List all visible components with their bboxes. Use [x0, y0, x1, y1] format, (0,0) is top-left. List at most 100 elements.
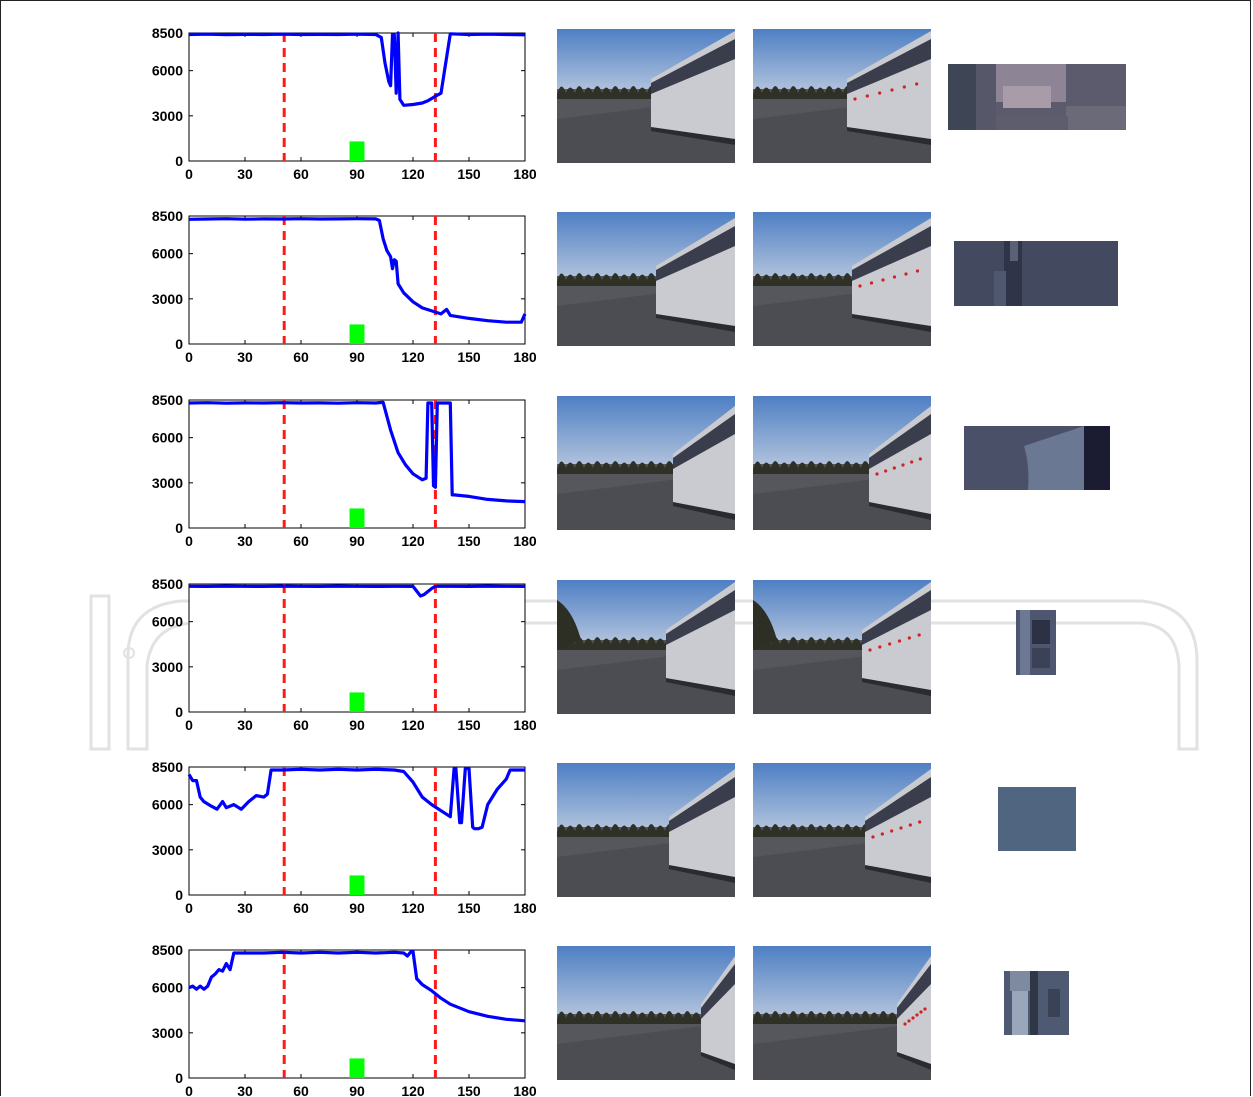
y-tick-label: 3000	[152, 475, 183, 491]
y-tick-label: 6000	[152, 980, 183, 996]
x-tick-label: 120	[401, 166, 425, 182]
line-plot-1: 0 30 60 90 120 150 180 0 3000 6000 8500	[152, 25, 537, 182]
y-tick-label: 3000	[152, 291, 183, 307]
x-tick-label: 90	[349, 717, 365, 733]
x-tick-label: 90	[349, 349, 365, 365]
x-tick-label: 60	[293, 166, 309, 182]
scene-photo-marked-4	[753, 580, 931, 714]
x-tick-label: 0	[185, 717, 193, 733]
scene-photo-marked-5	[753, 763, 931, 897]
x-tick-label: 30	[237, 166, 253, 182]
scene-photo-marked-6	[753, 946, 931, 1080]
x-tick-label: 120	[401, 717, 425, 733]
line-plot-5: 0 30 60 90 120 150 180 0 3000 6000 8500	[152, 759, 537, 916]
y-tick-label: 6000	[152, 614, 183, 630]
plot-frame	[188, 32, 526, 162]
segment-crop-4	[1016, 610, 1056, 675]
scene-photo-marked-2	[753, 212, 931, 346]
y-tick-label: 0	[175, 153, 183, 169]
y-tick-label: 8500	[152, 208, 183, 224]
line-plot-6: 0 30 60 90 120 150 180 0 3000 6000 8500	[152, 942, 537, 1096]
marker-bar	[349, 141, 365, 161]
x-tick-label: 120	[401, 349, 425, 365]
plot-frame	[188, 583, 526, 713]
x-tick-label: 90	[349, 1083, 365, 1096]
x-tick-label: 180	[513, 166, 537, 182]
x-tick-label: 120	[401, 533, 425, 549]
x-tick-label: 0	[185, 349, 193, 365]
scene-photo-2	[557, 212, 735, 346]
x-tick-label: 0	[185, 166, 193, 182]
x-tick-label: 60	[293, 717, 309, 733]
panel-row-6: 0 30 60 90 120 150 180 0 3000 6000 8500	[1, 938, 1250, 1096]
marker-bar	[349, 1058, 365, 1078]
x-tick-label: 30	[237, 900, 253, 916]
marker-bar	[349, 692, 365, 712]
x-tick-label: 150	[457, 900, 481, 916]
x-tick-label: 180	[513, 533, 537, 549]
segment-crop-6	[1004, 971, 1069, 1035]
y-tick-label: 0	[175, 704, 183, 720]
x-tick-label: 150	[457, 1083, 481, 1096]
plot-frame	[188, 215, 526, 345]
y-tick-label: 8500	[152, 25, 183, 41]
y-tick-label: 6000	[152, 246, 183, 262]
y-tick-label: 8500	[152, 392, 183, 408]
x-tick-label: 0	[185, 1083, 193, 1096]
x-tick-label: 60	[293, 533, 309, 549]
line-plot-4: 0 30 60 90 120 150 180 0 3000 6000 8500	[152, 576, 537, 733]
x-tick-label: 150	[457, 717, 481, 733]
series-line	[188, 31, 526, 107]
x-tick-label: 120	[401, 900, 425, 916]
y-tick-label: 8500	[152, 576, 183, 592]
plot-frame	[188, 399, 526, 529]
y-tick-label: 8500	[152, 759, 183, 775]
x-tick-label: 180	[513, 349, 537, 365]
marker-bar	[349, 875, 365, 895]
series-line	[187, 766, 525, 831]
x-tick-label: 0	[185, 900, 193, 916]
y-tick-label: 6000	[152, 63, 183, 79]
panel-row-1: 0 30 60 90 120 150 180 0 3000 6000 8500	[1, 21, 1250, 204]
x-tick-label: 150	[457, 349, 481, 365]
panel-row-2: 0 30 60 90 120 150 180 0 3000 6000 8500	[1, 204, 1250, 387]
y-tick-label: 3000	[152, 842, 183, 858]
scene-photo-6	[557, 946, 735, 1080]
y-tick-label: 0	[175, 336, 183, 352]
segment-crop-5	[998, 787, 1076, 851]
series-line	[188, 400, 526, 504]
line-plot-2: 0 30 60 90 120 150 180 0 3000 6000 8500	[152, 208, 537, 365]
x-tick-label: 180	[513, 1083, 537, 1096]
scene-photo-marked-1	[753, 29, 931, 163]
segment-crop-2	[954, 241, 1118, 306]
series-line	[188, 949, 526, 1023]
panel-row-3: 0 30 60 90 120 150 180 0 3000 6000 8500	[1, 388, 1250, 571]
scene-photo-4	[557, 580, 735, 714]
x-tick-label: 60	[293, 900, 309, 916]
x-tick-label: 180	[513, 900, 537, 916]
x-tick-label: 90	[349, 900, 365, 916]
segment-crop-3	[964, 426, 1110, 490]
y-tick-label: 3000	[152, 108, 183, 124]
panel-row-5: 0 30 60 90 120 150 180 0 3000 6000 8500	[1, 755, 1250, 938]
x-tick-label: 30	[237, 349, 253, 365]
panel-row-4: 0 30 60 90 120 150 180 0 3000 6000 8500	[1, 572, 1250, 755]
y-tick-label: 8500	[152, 942, 183, 958]
x-tick-label: 150	[457, 533, 481, 549]
x-tick-label: 180	[513, 717, 537, 733]
scene-photo-3	[557, 396, 735, 530]
line-plot-3: 0 30 60 90 120 150 180 0 3000 6000 8500	[152, 392, 537, 549]
x-tick-label: 0	[185, 533, 193, 549]
x-tick-label: 30	[237, 717, 253, 733]
x-tick-label: 30	[237, 533, 253, 549]
x-tick-label: 60	[293, 1083, 309, 1096]
marker-bar	[349, 324, 365, 344]
x-tick-label: 90	[349, 533, 365, 549]
y-tick-label: 6000	[152, 797, 183, 813]
marker-bar	[349, 508, 365, 528]
segment-crop-1	[948, 64, 1126, 130]
y-tick-label: 3000	[152, 1025, 183, 1041]
y-tick-label: 6000	[152, 430, 183, 446]
scene-photo-5	[557, 763, 735, 897]
